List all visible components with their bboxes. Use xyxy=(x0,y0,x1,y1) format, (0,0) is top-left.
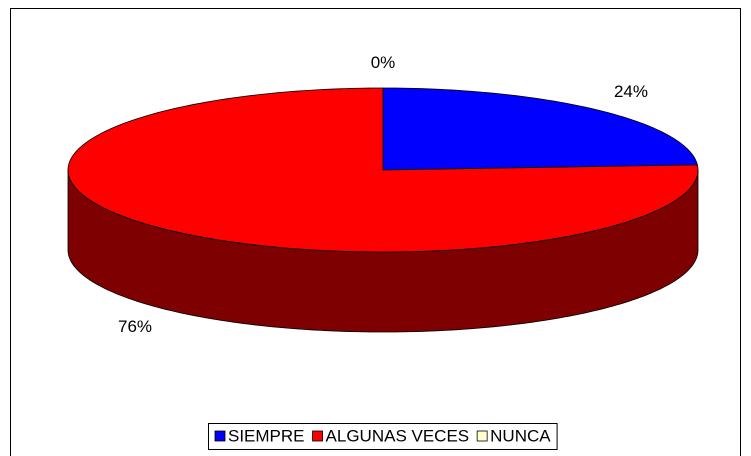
data-label: 24% xyxy=(614,82,648,101)
pie: 24% 76% 0% xyxy=(67,53,699,336)
data-label: 76% xyxy=(118,317,152,336)
pie-slice xyxy=(382,87,698,171)
legend-label: NUNCA xyxy=(490,426,551,445)
legend-label: ALGUNAS VECES xyxy=(326,426,470,445)
legend-items: SIEMPRE ALGUNAS VECES NUNCA xyxy=(214,426,551,445)
legend-swatch xyxy=(312,430,323,442)
pie-slice xyxy=(67,87,699,253)
legend-swatch xyxy=(476,430,488,442)
legend xyxy=(208,423,558,450)
legend-label: SIEMPRE xyxy=(228,426,305,445)
data-label: 0% xyxy=(371,53,396,72)
legend-swatch xyxy=(214,430,226,442)
